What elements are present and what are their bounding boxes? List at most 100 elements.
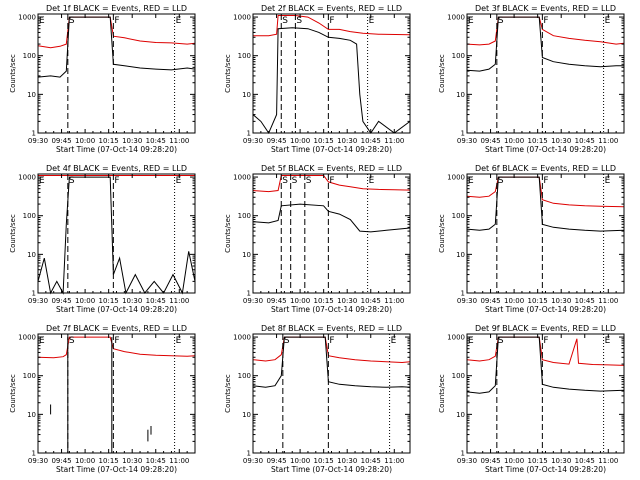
- y-tick-label: 10: [242, 251, 251, 259]
- series-line-events-1: [37, 16, 196, 78]
- marker-label: F: [543, 336, 548, 346]
- marker-label: E: [468, 176, 474, 186]
- plot-frame: [466, 13, 625, 134]
- x-tick-label: 11:00: [384, 297, 404, 305]
- y-tick-label: 1000: [18, 14, 36, 22]
- y-tick-label: 100: [452, 372, 465, 380]
- x-axis-label: Start Time (07-Oct-14 09:28:20): [56, 305, 177, 314]
- marker-label: E: [605, 16, 611, 26]
- x-tick-label: 10:45: [146, 297, 166, 305]
- marker-label: E: [468, 16, 474, 26]
- x-tick-label: 09:30: [28, 457, 48, 465]
- x-tick-label: 09:45: [266, 457, 286, 465]
- marker-label: F: [114, 16, 119, 26]
- y-tick-label: 1000: [233, 334, 251, 342]
- marker-label: F: [114, 176, 119, 186]
- series-line-lld-0: [466, 16, 625, 46]
- marker-label: E: [39, 16, 45, 26]
- x-tick-label: 11:00: [598, 137, 618, 145]
- x-tick-label: 10:45: [575, 457, 595, 465]
- x-tick-label: 10:00: [504, 297, 524, 305]
- y-tick-label: 1000: [233, 174, 251, 182]
- x-tick-label: 10:45: [146, 137, 166, 145]
- series-line-events-1: [252, 203, 411, 233]
- marker-label: S: [69, 16, 75, 26]
- series-line-events-1: [37, 176, 196, 295]
- x-tick-label: 10:15: [314, 297, 334, 305]
- y-axis-label: Counts/sec: [224, 374, 232, 413]
- x-tick-label: 10:45: [146, 457, 166, 465]
- x-tick-label: 10:15: [99, 457, 119, 465]
- x-tick-label: 09:45: [266, 297, 286, 305]
- x-tick-label: 09:45: [480, 457, 500, 465]
- x-tick-label: 10:30: [551, 457, 571, 465]
- marker-label: S: [296, 16, 302, 26]
- marker-label: S: [498, 16, 504, 26]
- plot-frame: [37, 13, 196, 134]
- x-tick-label: 09:30: [28, 137, 48, 145]
- chart-panel-5: Det 5f BLACK = Events, RED = LLD Counts/s…: [224, 164, 411, 314]
- x-tick-label: 10:00: [75, 297, 95, 305]
- x-tick-label: 10:15: [314, 137, 334, 145]
- x-tick-label: 09:45: [51, 297, 71, 305]
- x-tick-label: 09:45: [51, 457, 71, 465]
- y-tick-label: 1: [461, 130, 465, 138]
- x-tick-label: 11:00: [384, 457, 404, 465]
- y-axis-label: Counts/sec: [438, 54, 446, 93]
- x-tick-label: 09:45: [480, 137, 500, 145]
- x-tick-label: 10:30: [337, 137, 357, 145]
- x-tick-label: 10:30: [337, 297, 357, 305]
- series-line-lld-0: [37, 16, 196, 49]
- plot-frame: [466, 173, 625, 294]
- x-tick-label: 09:30: [28, 297, 48, 305]
- x-tick-label: 11:00: [598, 297, 618, 305]
- series-line-events-1: [466, 176, 625, 232]
- y-axis-label: Counts/sec: [9, 214, 17, 253]
- y-axis-label: Counts/sec: [9, 374, 17, 413]
- y-tick-label: 10: [456, 91, 465, 99]
- marker-label: S: [69, 176, 75, 186]
- chart-panel-1: Det 1f BLACK = Events, RED = LLD Counts/s…: [9, 4, 196, 154]
- series-line-lld-0: [253, 15, 411, 37]
- y-tick-label: 1: [247, 130, 251, 138]
- x-tick-label: 11:00: [169, 457, 189, 465]
- marker-label: S: [69, 336, 75, 346]
- chart-title: Det 1f BLACK = Events, RED = LLD: [46, 4, 187, 13]
- chart-title: Det 7f BLACK = Events, RED = LLD: [46, 324, 187, 333]
- x-tick-label: 09:30: [243, 137, 263, 145]
- marker-label: F: [329, 336, 334, 346]
- y-axis-label: Counts/sec: [438, 374, 446, 413]
- y-tick-label: 1: [247, 290, 251, 298]
- series-line-events-1: [252, 27, 411, 135]
- x-tick-label: 10:45: [575, 137, 595, 145]
- plot-frame: [252, 333, 411, 454]
- chart-title: Det 2f BLACK = Events, RED = LLD: [261, 4, 402, 13]
- x-tick-label: 10:30: [122, 457, 142, 465]
- y-axis-label: Counts/sec: [224, 214, 232, 253]
- y-tick-label: 10: [456, 411, 465, 419]
- x-tick-label: 11:00: [169, 297, 189, 305]
- x-tick-label: 10:00: [504, 137, 524, 145]
- series-line-events-1: [466, 16, 624, 72]
- y-tick-label: 10: [27, 91, 36, 99]
- y-tick-label: 100: [238, 212, 251, 220]
- x-tick-label: 10:00: [290, 457, 310, 465]
- plot-frame: [37, 173, 196, 294]
- y-tick-label: 1000: [18, 334, 36, 342]
- marker-label: E: [39, 336, 45, 346]
- x-tick-label: 11:00: [169, 137, 189, 145]
- x-tick-label: 10:00: [75, 137, 95, 145]
- x-tick-label: 10:00: [290, 297, 310, 305]
- y-tick-label: 1000: [447, 334, 465, 342]
- marker-label: E: [176, 176, 182, 186]
- chart-panel-6: Det 6f BLACK = Events, RED = LLD Counts/s…: [438, 164, 625, 314]
- x-tick-label: 10:30: [122, 137, 142, 145]
- x-tick-label: 10:15: [314, 457, 334, 465]
- y-tick-label: 100: [452, 212, 465, 220]
- chart-panel-4: Det 4f BLACK = Events, RED = LLD Counts/s…: [9, 164, 196, 314]
- series-line-events-1: [466, 336, 625, 394]
- x-axis-label: Start Time (07-Oct-14 09:28:20): [485, 465, 606, 474]
- y-tick-label: 100: [23, 52, 36, 60]
- chart-panel-2: Det 2f BLACK = Events, RED = LLD Counts/s…: [224, 4, 411, 154]
